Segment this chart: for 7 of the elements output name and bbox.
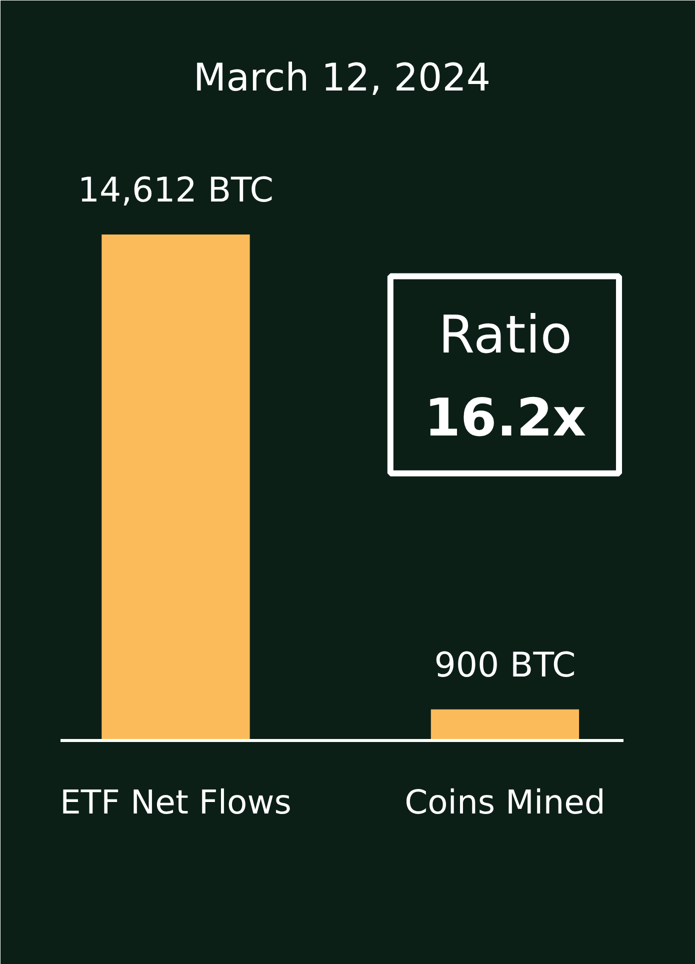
- chart-title: March 12, 2024: [193, 56, 491, 100]
- annotation: 16.2x: [424, 388, 586, 448]
- x-tick-label: Coins Mined: [404, 782, 606, 822]
- x-tick-label: ETF Net Flows: [60, 782, 292, 822]
- annotation: Ratio: [438, 305, 572, 366]
- data-label: 14,612 BTC: [78, 170, 274, 210]
- data-label: 900 BTC: [434, 645, 576, 686]
